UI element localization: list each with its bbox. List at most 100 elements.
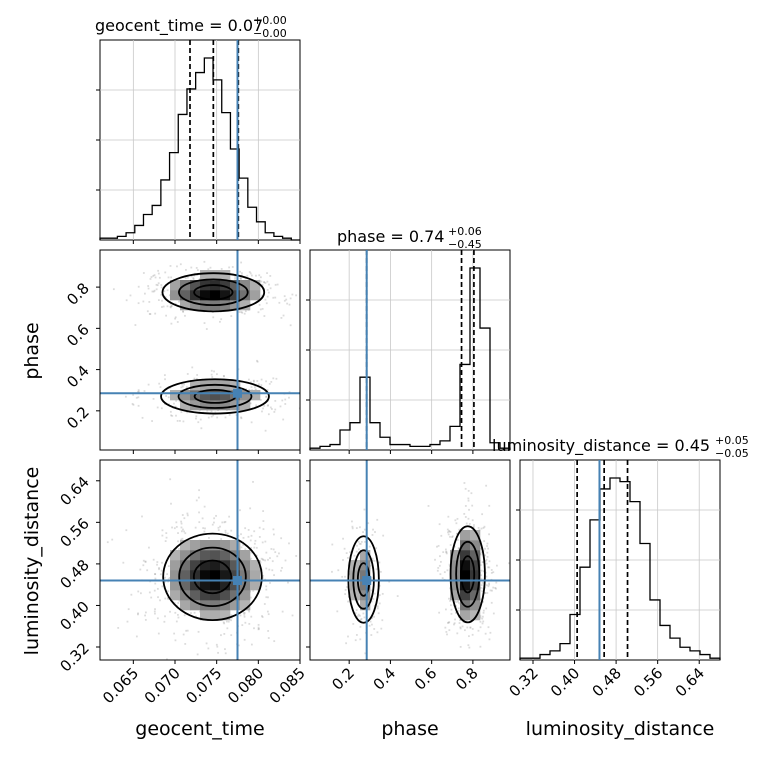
scatter-point (154, 312, 157, 315)
scatter-point (170, 414, 172, 417)
scatter-point (282, 418, 285, 421)
scatter-point (370, 617, 373, 619)
scatter-point (161, 299, 163, 302)
scatter-point (264, 540, 267, 543)
scatter-point (265, 585, 268, 588)
title-luminosity-distance-plus: +0.05 (715, 434, 749, 447)
scatter-point (143, 292, 146, 295)
density-cell (460, 580, 471, 591)
x-tick-label-geocent_time-3: 0.080 (224, 664, 267, 707)
scatter-point (285, 298, 288, 301)
scatter-point (257, 311, 260, 314)
density-cell (240, 290, 251, 301)
scatter-point (268, 382, 271, 385)
density-cell (240, 280, 251, 291)
scatter-point (210, 415, 213, 418)
scatter-point (362, 531, 364, 534)
scatter-point (449, 530, 452, 533)
scatter-point (380, 627, 383, 630)
scatter-point (193, 611, 196, 614)
scatter-point (175, 620, 178, 623)
scatter-point (288, 303, 291, 306)
scatter-point (480, 527, 483, 530)
scatter-point (179, 419, 181, 422)
scatter-point (124, 395, 127, 398)
scatter-point (459, 645, 462, 648)
density-cell (180, 550, 191, 561)
density-cell (190, 540, 201, 551)
scatter-point (178, 599, 181, 602)
density-cell (470, 590, 481, 601)
scatter-point (372, 598, 375, 600)
scatter-point (279, 405, 282, 408)
scatter-point (210, 369, 213, 372)
scatter-point (467, 497, 470, 500)
scatter-point (485, 607, 488, 610)
scatter-point (150, 276, 153, 278)
scatter-point (453, 622, 456, 625)
density-cell (200, 580, 211, 591)
scatter-point (216, 416, 219, 419)
scatter-point (373, 628, 376, 630)
density-cell (250, 570, 261, 581)
scatter-point (388, 580, 391, 583)
scatter-point (280, 569, 282, 572)
scatter-point (257, 627, 260, 630)
scatter-point (222, 375, 225, 377)
scatter-point (255, 546, 258, 549)
scatter-point (261, 294, 264, 297)
scatter-point (198, 277, 201, 280)
scatter-point (184, 532, 187, 535)
scatter-point (170, 305, 173, 308)
scatter-point (480, 584, 483, 586)
scatter-point (177, 540, 179, 543)
scatter-point (376, 631, 379, 634)
scatter-point (182, 528, 184, 531)
scatter-point (147, 285, 150, 287)
scatter-point (210, 410, 213, 413)
scatter-point (376, 607, 379, 610)
scatter-point (481, 622, 484, 625)
scatter-point (456, 538, 459, 541)
scatter-point (444, 626, 447, 629)
density-cell (230, 560, 241, 571)
y-axis-label-luminosity-distance: luminosity_distance (21, 467, 43, 656)
scatter-point (178, 400, 181, 403)
x-axis-label-geocent-time: geocent_time (135, 718, 264, 740)
density-cell (230, 380, 241, 391)
scatter-point (449, 535, 451, 538)
scatter-point (186, 373, 189, 375)
scatter-point (427, 505, 430, 507)
scatter-point (362, 612, 365, 615)
scatter-point (159, 573, 162, 576)
scatter-point (249, 402, 252, 405)
scatter-point (465, 522, 468, 525)
scatter-point (158, 276, 161, 279)
scatter-point (459, 627, 462, 630)
scatter-point (250, 386, 253, 388)
scatter-point (180, 386, 183, 389)
scatter-point (174, 302, 177, 305)
scatter-point (262, 528, 265, 531)
scatter-point (492, 612, 495, 615)
scatter-point (193, 377, 196, 380)
scatter-point (295, 555, 298, 557)
scatter-point (138, 390, 140, 393)
scatter-point (180, 530, 183, 533)
scatter-point (164, 540, 167, 542)
scatter-point (351, 525, 354, 528)
scatter-point (291, 293, 294, 296)
scatter-point (272, 548, 275, 551)
scatter-point (176, 321, 179, 323)
scatter-point (161, 585, 164, 588)
scatter-point (262, 407, 264, 410)
scatter-point (448, 563, 451, 566)
scatter-point (488, 582, 490, 585)
scatter-point (181, 383, 183, 386)
scatter-point (266, 272, 268, 275)
density-cell (450, 550, 461, 561)
scatter-point (164, 597, 167, 600)
scatter-point (252, 589, 255, 592)
scatter-point (437, 544, 440, 547)
truth-marker-luminosity_distance_vs_phase (362, 576, 372, 586)
